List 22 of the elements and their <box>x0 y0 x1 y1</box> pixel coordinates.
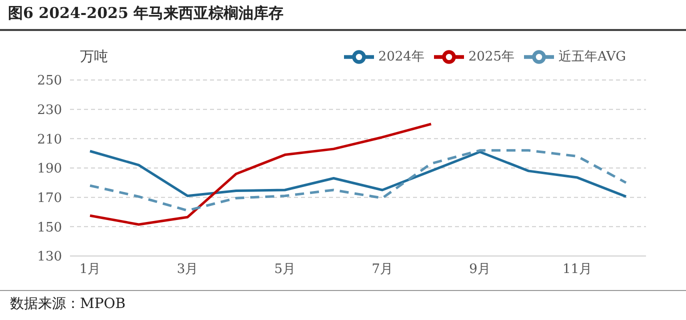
x-tick-label: 11月 <box>562 262 592 278</box>
legend-label: 2025年 <box>468 49 514 64</box>
legend-label: 近五年AVG <box>558 49 626 64</box>
x-tick-label: 7月 <box>372 262 394 278</box>
x-tick-label: 1月 <box>79 262 101 278</box>
y-tick-label: 130 <box>37 250 62 265</box>
chart-title: 图6 2024-2025 年马来西亚棕榈油库存 <box>8 4 284 23</box>
y-tick-label: 210 <box>37 132 62 148</box>
source-note: 数据来源：MPOB <box>10 295 126 313</box>
y-tick-label: 230 <box>37 102 62 118</box>
y-tick-label: 170 <box>37 190 62 206</box>
legend-label: 2024年 <box>378 49 424 64</box>
y-tick-label: 190 <box>37 162 62 177</box>
y-tick-label: 150 <box>37 220 62 236</box>
line-series <box>88 122 432 226</box>
y-tick-label: 250 <box>37 74 62 89</box>
x-tick-label: 3月 <box>176 262 198 278</box>
x-tick-label: 9月 <box>469 262 490 278</box>
y-axis-title: 万吨 <box>80 48 108 66</box>
x-tick-label: 5月 <box>274 262 296 278</box>
line-series <box>88 150 628 198</box>
line-series <box>88 149 628 212</box>
